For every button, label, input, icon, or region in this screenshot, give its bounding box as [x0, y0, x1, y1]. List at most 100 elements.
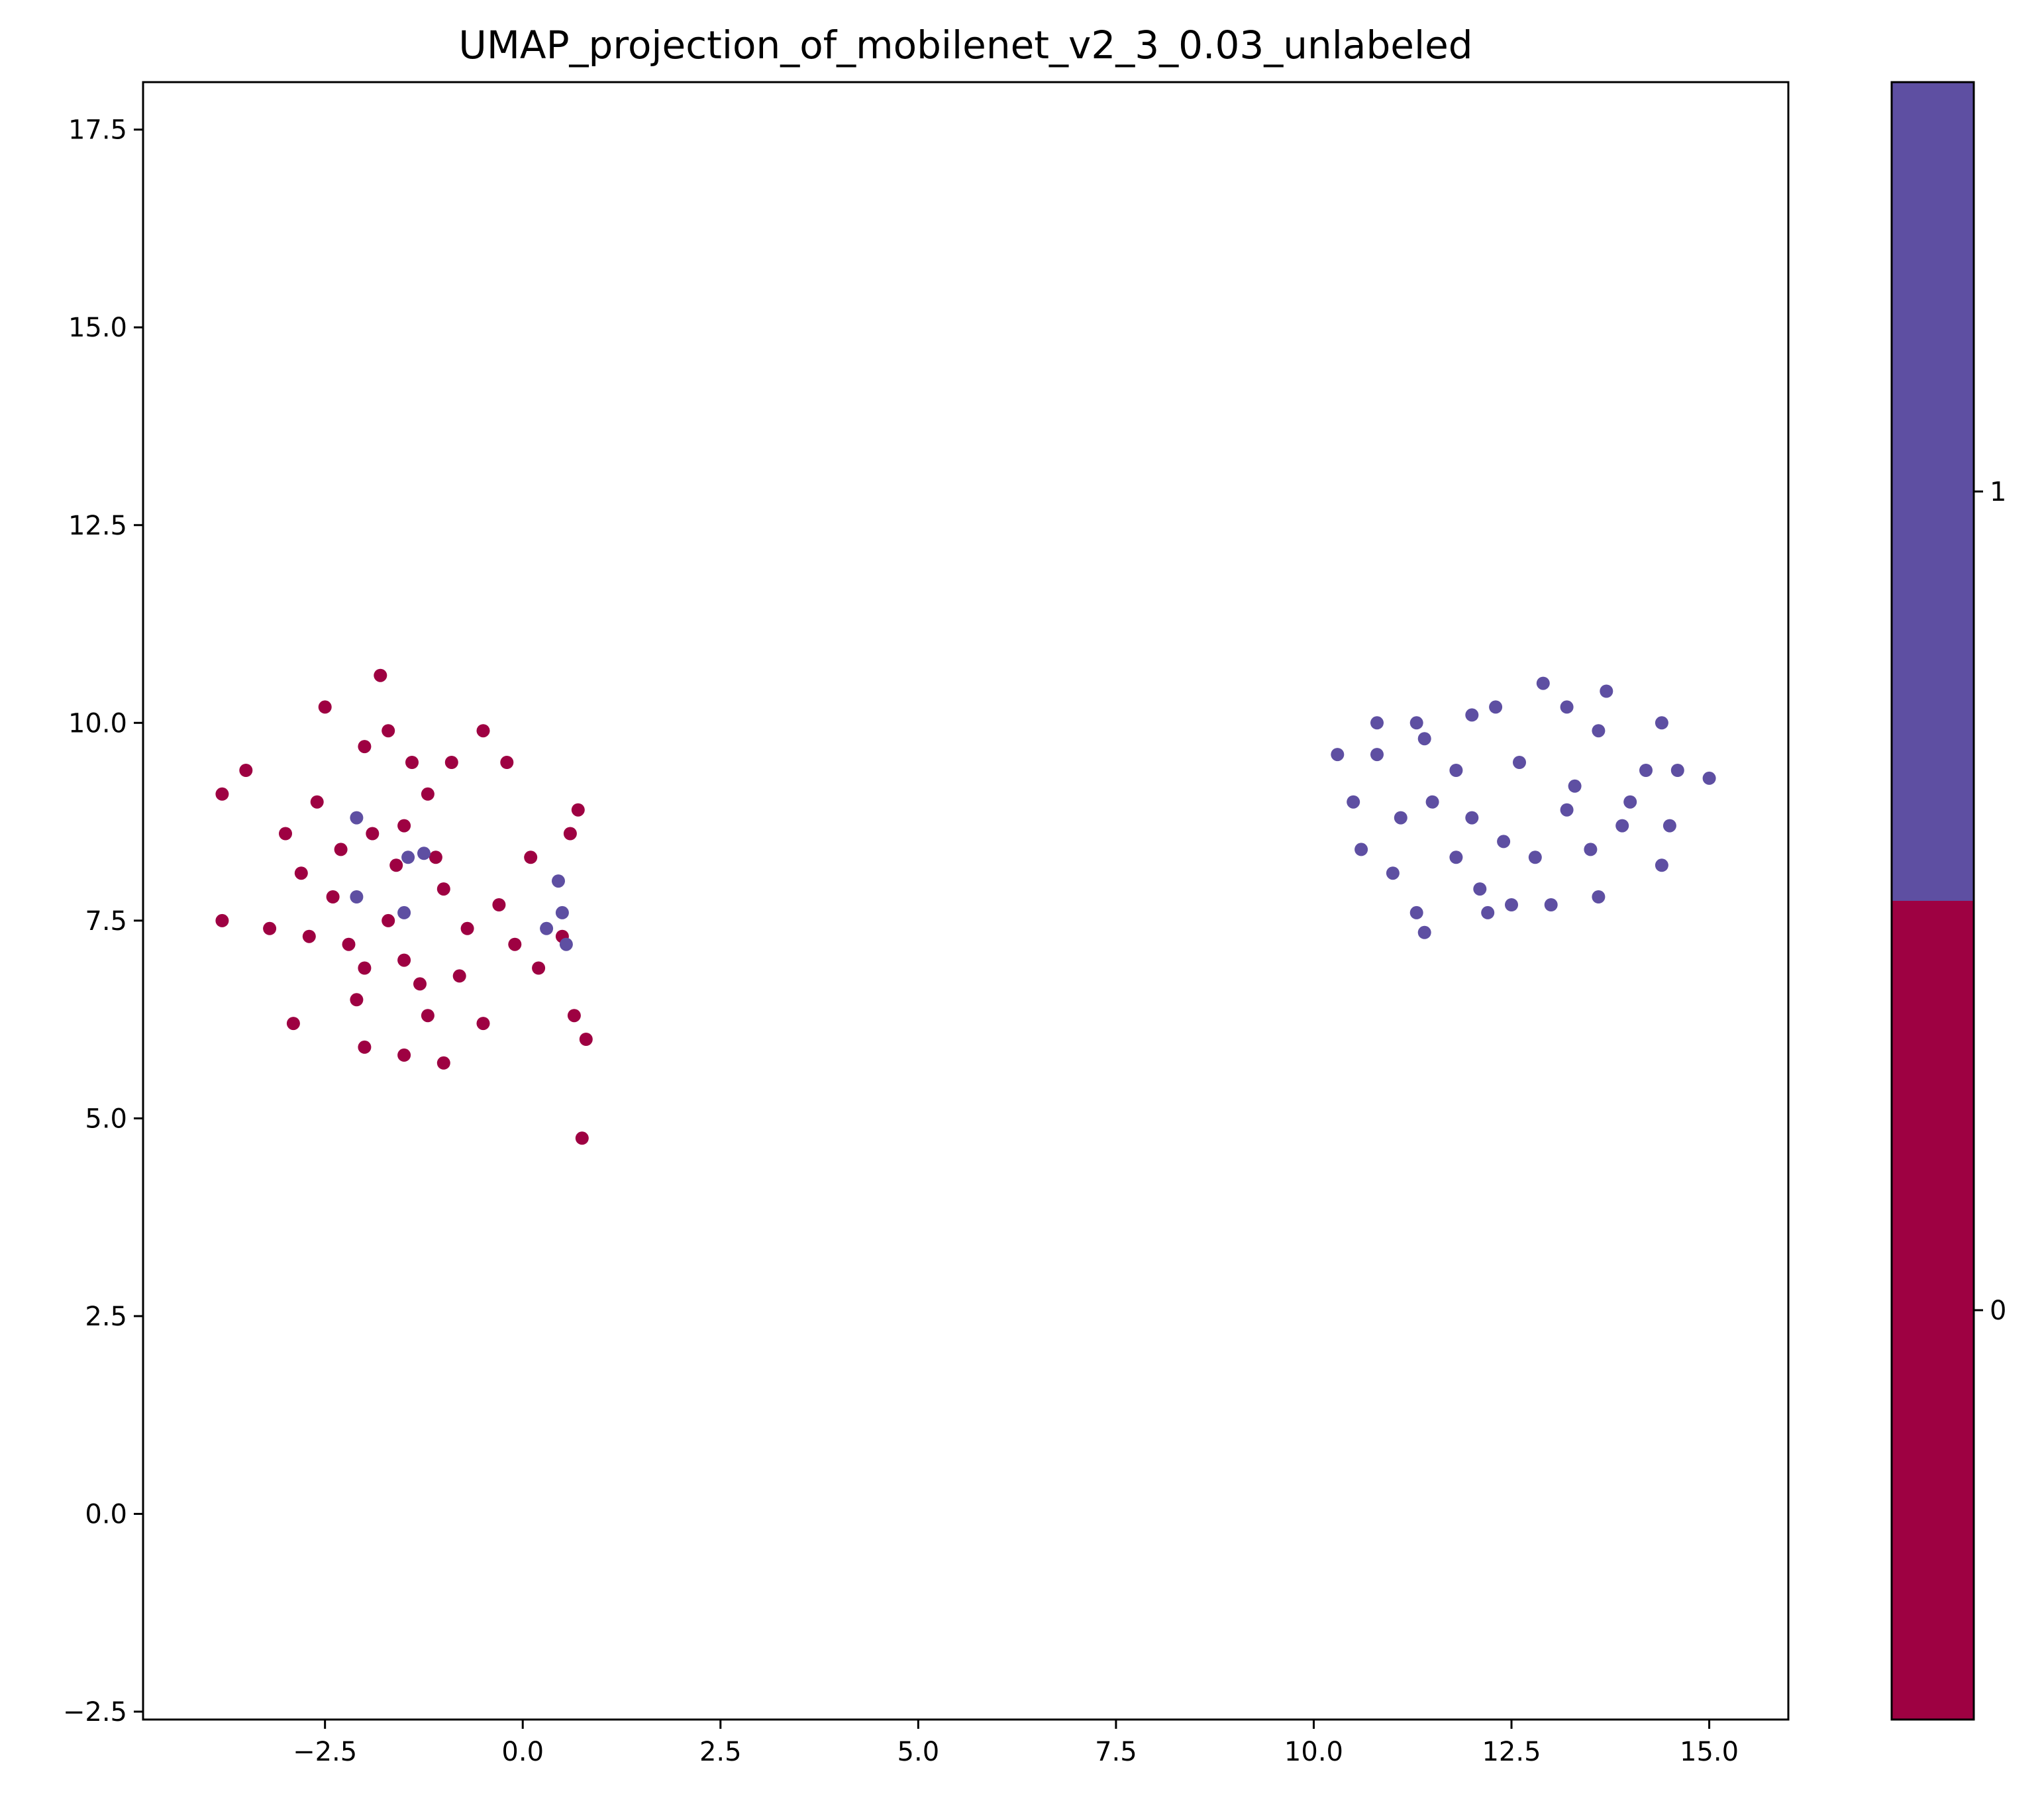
point-class-1: [401, 850, 415, 864]
point-class-1: [1655, 858, 1668, 872]
point-class-0: [397, 1048, 411, 1062]
point-class-1: [1417, 732, 1431, 746]
colorbar-tick-label: 1: [1990, 477, 2006, 507]
point-class-1: [1600, 684, 1613, 698]
point-class-0: [436, 882, 450, 896]
point-class-0: [279, 827, 292, 841]
point-class-1: [1528, 850, 1542, 864]
x-tick-label: −2.5: [293, 1737, 357, 1767]
point-class-1: [350, 890, 364, 903]
colorbar-segment-0: [1892, 901, 1974, 1720]
point-class-0: [342, 937, 356, 951]
y-tick-label: 2.5: [85, 1302, 127, 1332]
point-class-1: [1505, 898, 1518, 911]
point-class-0: [294, 866, 308, 880]
point-class-1: [1465, 708, 1479, 722]
point-class-1: [1623, 795, 1637, 809]
point-class-0: [239, 764, 253, 777]
point-class-0: [382, 913, 395, 927]
point-class-1: [1560, 700, 1574, 714]
point-class-0: [397, 953, 411, 967]
point-class-1: [1592, 724, 1606, 738]
point-class-0: [350, 993, 364, 1007]
point-class-0: [500, 756, 514, 769]
point-class-0: [286, 1017, 300, 1031]
point-class-1: [1702, 771, 1716, 785]
point-class-0: [567, 1009, 581, 1023]
colorbar-ticks: 01: [1974, 477, 2006, 1326]
point-class-1: [1615, 819, 1629, 833]
point-class-0: [444, 756, 458, 769]
point-class-0: [524, 850, 538, 864]
point-class-0: [358, 740, 372, 754]
point-class-1: [1655, 716, 1668, 730]
x-tick-label: 2.5: [699, 1737, 742, 1767]
point-class-1: [1449, 850, 1463, 864]
point-class-0: [397, 819, 411, 833]
point-class-0: [382, 724, 395, 738]
colorbar-frame: [1890, 81, 1975, 1721]
y-tick-label: 17.5: [68, 115, 127, 146]
point-class-1: [1544, 898, 1558, 911]
point-class-0: [263, 921, 277, 935]
point-class-0: [508, 937, 522, 951]
point-class-1: [1568, 779, 1582, 793]
chart-title: UMAP_projection_of_mobilenet_v2_3_0.03_u…: [458, 23, 1472, 68]
y-tick-label: 12.5: [68, 511, 127, 541]
y-tick-label: 10.0: [68, 708, 127, 739]
point-class-0: [429, 850, 442, 864]
point-class-1: [1409, 716, 1423, 730]
y-tick-label: −2.5: [63, 1697, 127, 1727]
point-class-0: [476, 724, 490, 738]
x-tick-label: 5.0: [897, 1737, 940, 1767]
point-class-1: [1449, 764, 1463, 777]
point-class-0: [452, 969, 466, 983]
point-class-0: [492, 898, 506, 911]
point-class-0: [413, 977, 427, 991]
point-class-1: [1386, 866, 1400, 880]
point-class-1: [1513, 756, 1526, 769]
point-class-1: [1639, 764, 1653, 777]
colorbar-tick-label: 0: [1990, 1296, 2006, 1326]
point-class-0: [421, 787, 434, 801]
point-class-0: [215, 913, 229, 927]
point-class-0: [374, 668, 387, 682]
point-class-0: [389, 858, 403, 872]
point-class-0: [358, 1040, 372, 1054]
point-class-1: [1560, 803, 1574, 817]
point-class-0: [575, 1131, 589, 1145]
point-class-1: [1347, 795, 1360, 809]
plot-frame: [142, 81, 1790, 1721]
point-class-0: [326, 890, 340, 903]
point-class-1: [1662, 819, 1676, 833]
point-class-1: [1670, 764, 1684, 777]
point-class-1: [1425, 795, 1439, 809]
point-class-0: [476, 1017, 490, 1031]
point-class-1: [1473, 882, 1487, 896]
point-class-0: [532, 961, 546, 975]
point-class-0: [318, 700, 332, 714]
point-class-1: [1481, 905, 1495, 919]
point-class-0: [571, 803, 585, 817]
y-tick-label: 5.0: [85, 1104, 127, 1134]
point-class-0: [358, 961, 372, 975]
point-class-1: [397, 905, 411, 919]
y-tick-label: 15.0: [68, 313, 127, 343]
point-class-1: [1354, 843, 1368, 856]
x-tick-label: 12.5: [1482, 1737, 1541, 1767]
point-class-0: [436, 1056, 450, 1070]
point-class-1: [1370, 716, 1384, 730]
point-class-0: [579, 1033, 593, 1046]
point-class-0: [334, 843, 348, 856]
point-class-0: [302, 929, 316, 943]
point-class-1: [540, 921, 554, 935]
point-class-1: [1489, 700, 1503, 714]
point-class-1: [1417, 925, 1431, 939]
y-tick-label: 0.0: [85, 1500, 127, 1530]
x-axis: −2.5 0.0 2.5 5.0 7.5 10.0 12.5 15.0: [293, 1720, 1739, 1767]
point-class-1: [1394, 811, 1407, 825]
y-tick-label: 7.5: [85, 906, 127, 937]
point-class-0: [215, 787, 229, 801]
point-class-1: [417, 847, 431, 860]
